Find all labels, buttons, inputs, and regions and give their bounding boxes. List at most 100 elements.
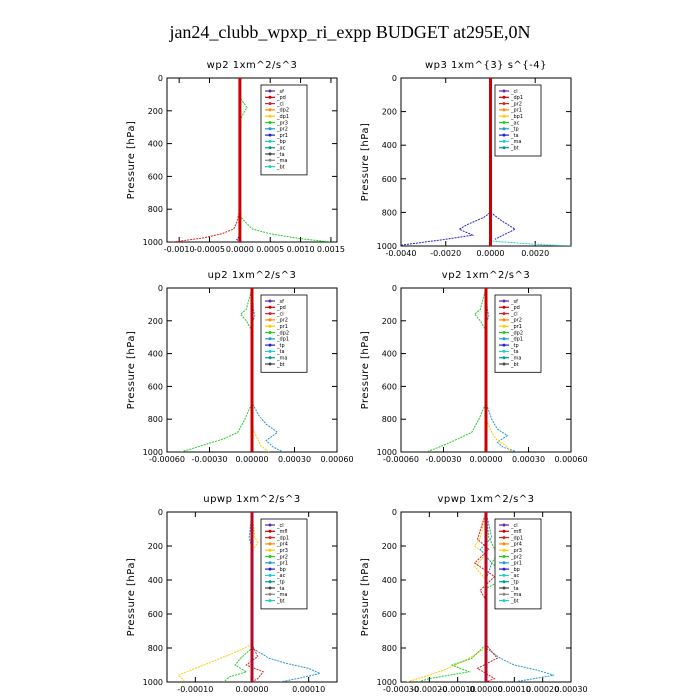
legend-label: _ta — [276, 152, 285, 158]
y-tick-label: 0 — [158, 74, 163, 83]
legend-marker — [502, 573, 506, 577]
y-tick-label: 0 — [158, 284, 163, 293]
legend-label: _dp1 — [276, 535, 289, 541]
x-tick-label: -0.00010 — [440, 685, 476, 694]
x-tick-label: -0.00030 — [192, 455, 228, 464]
legend-marker — [502, 89, 506, 93]
x-tick-label: 0.0020 — [521, 249, 549, 258]
legend-label: _ma — [510, 356, 521, 362]
legend-label: _pr3 — [276, 548, 288, 554]
legend-marker — [268, 102, 272, 106]
x-tick-label: 0.00030 — [554, 685, 587, 694]
legend-marker — [502, 586, 506, 590]
y-tick-label: 200 — [148, 107, 163, 116]
legend-marker — [502, 324, 506, 328]
x-tick-label: 0.00000 — [235, 685, 268, 694]
x-tick-label: -0.0010 — [164, 245, 195, 254]
legend-marker — [268, 356, 272, 360]
x-tick-label: 0.00000 — [235, 455, 268, 464]
legend-label: _ac — [276, 146, 286, 152]
legend-label: _tp — [276, 343, 285, 349]
series-line-dp2 — [173, 78, 241, 242]
legend-label: _ta — [276, 349, 285, 355]
legend-marker — [502, 343, 506, 347]
y-tick-label: 600 — [148, 610, 163, 619]
y-tick-label: 400 — [382, 350, 397, 359]
legend-label: _pr2 — [276, 554, 288, 560]
x-tick-label: -0.00060 — [149, 455, 185, 464]
legend-marker — [268, 312, 272, 316]
chart-panel-6: vpwp 1xm^2/s^3 Pressure [hPa] 0 200 400 600 80… — [360, 494, 588, 694]
legend-label: _pd — [276, 95, 286, 101]
legend-label: _dp1 — [510, 337, 523, 343]
legend-label: _pr2 — [276, 127, 288, 133]
y-tick-label: 800 — [148, 205, 163, 214]
panel-title: upwp 1xm^2/s^3 — [203, 494, 300, 505]
y-axis-label: Pressure [hPa] — [126, 121, 137, 200]
legend-marker — [268, 529, 272, 533]
y-tick-label: 600 — [382, 610, 397, 619]
legend-label: _pr1 — [276, 561, 288, 567]
legend-label: _cl — [510, 523, 518, 529]
x-tick-label: -0.00030 — [426, 455, 462, 464]
x-tick-label: 0.0005 — [256, 245, 284, 254]
panel-title: wp3 1xm^{3} s^{-4} — [425, 60, 547, 71]
legend-marker — [502, 548, 506, 552]
legend-marker — [502, 133, 506, 137]
legend-label: _ma — [276, 592, 287, 598]
legend-label: _bp1 — [510, 114, 523, 120]
legend-label: _pr1 — [510, 561, 522, 567]
legend-label: _dp1 — [510, 95, 523, 101]
x-tick-label: 0.00000 — [469, 455, 502, 464]
legend-label: _ma — [276, 356, 287, 362]
legend-label: _ta — [510, 349, 519, 355]
legend-marker — [502, 529, 506, 533]
legend-marker — [502, 305, 506, 309]
legend-marker — [268, 114, 272, 118]
legend-label: _bt — [276, 362, 285, 368]
series-line-pr3 — [473, 512, 499, 682]
y-axis-label: Pressure [hPa] — [126, 331, 137, 410]
legend-marker — [502, 299, 506, 303]
legend-marker — [502, 561, 506, 565]
legend-marker — [502, 337, 506, 341]
legend-marker — [268, 318, 272, 322]
legend-marker — [268, 567, 272, 571]
y-tick-label: 600 — [382, 175, 397, 184]
panel-title: up2 1xm^2/s^3 — [208, 270, 297, 281]
series-line-tp — [401, 78, 491, 246]
legend-label: _mfl — [276, 529, 288, 535]
y-tick-label: 400 — [382, 576, 397, 585]
legend-label: _bt — [510, 598, 519, 604]
legend-marker — [268, 305, 272, 309]
series-line-pr2 — [251, 288, 270, 452]
plot-frame — [400, 77, 572, 247]
legend-label: _pr1 — [510, 108, 522, 114]
legend-label: _ac — [510, 120, 520, 126]
legend-label: _pr4 — [276, 542, 288, 548]
series-line-tp2 — [490, 211, 517, 240]
legend-label: _ma — [510, 139, 521, 145]
legend-label: _bt — [276, 164, 285, 170]
x-tick-label: 0.00010 — [292, 685, 325, 694]
legend-marker — [268, 542, 272, 546]
legend-label: _dp1 — [276, 114, 289, 120]
x-tick-label: -0.00030 — [383, 685, 419, 694]
legend-marker — [502, 139, 506, 143]
legend-label: _dp2 — [276, 108, 289, 114]
series-line-pr1 — [177, 512, 259, 681]
series-line-tp — [251, 288, 284, 452]
y-axis-label: Pressure [hPa] — [360, 123, 371, 202]
panel-title: vp2 1xm^2/s^3 — [442, 270, 530, 281]
legend-label: _cl — [510, 311, 518, 317]
legend-marker — [268, 573, 272, 577]
y-tick-label: 600 — [382, 382, 397, 391]
legend-label: _dp2 — [510, 330, 523, 336]
legend-label: _pr1 — [276, 324, 288, 330]
legend-label: _ta — [510, 133, 519, 139]
legend-marker — [502, 542, 506, 546]
legend-label: _cl — [276, 523, 284, 529]
legend-label: _bp — [276, 139, 286, 145]
legend-label: _cl — [276, 101, 284, 107]
